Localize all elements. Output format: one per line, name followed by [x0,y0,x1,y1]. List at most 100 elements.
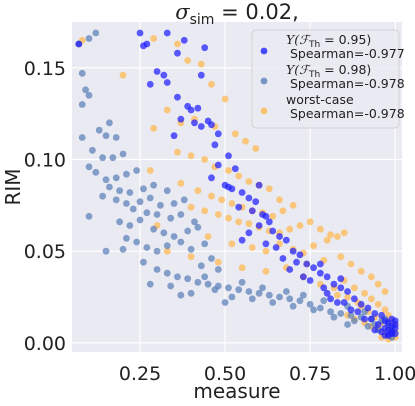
data-point [262,247,270,255]
data-point [129,205,137,213]
data-point [265,291,273,299]
data-point [214,266,222,273]
data-point [391,330,399,338]
legend-marker [260,47,268,55]
data-point [102,176,110,184]
data-point [265,185,273,193]
data-point [126,222,134,229]
data-point [146,80,154,88]
legend-marker [260,77,268,85]
data-point [163,187,171,195]
data-point [106,183,113,191]
data-point [163,247,171,255]
data-point [150,181,158,189]
data-point [92,168,100,176]
data-point [361,289,368,297]
data-point [248,295,256,303]
y-tick-label: 0.10 [24,150,66,172]
data-point [133,238,141,246]
data-point [228,240,236,248]
data-point [364,304,372,312]
data-point [276,293,283,301]
data-point [327,295,334,303]
data-point [208,255,215,262]
data-point [225,152,232,160]
data-point [136,29,144,37]
data-point [184,227,192,235]
legend-label-subscript: Th [308,70,320,80]
data-point [248,244,256,251]
data-point [361,315,368,323]
legend-label-suffix: = 0.95) [320,32,371,47]
data-point [269,299,277,306]
data-point [85,212,93,220]
data-point [350,284,358,292]
data-point [177,115,185,123]
data-point [191,218,198,226]
data-point [330,313,338,321]
data-point [150,225,158,233]
legend-label: Y(ℱTh = 0.95) [286,32,371,50]
data-point [177,238,185,246]
data-point [323,236,331,244]
data-point [381,306,389,314]
data-point [163,79,171,86]
data-point [299,291,307,299]
data-point [347,311,355,319]
data-point [146,194,154,202]
legend-stat: Spearman=-0.978 [290,106,405,121]
data-point [282,288,290,295]
data-point [371,310,379,317]
data-point [391,321,399,328]
data-point [160,71,168,79]
data-point [242,137,249,145]
data-point [187,152,195,160]
data-point [170,132,178,140]
y-axis-label: RIM [1,168,25,205]
data-point [337,284,345,292]
data-point [197,60,205,68]
data-point [163,242,171,250]
data-point [255,289,263,297]
data-point [174,148,181,156]
data-point [194,223,202,231]
data-point [208,192,215,200]
data-point [140,185,147,193]
data-point [78,69,86,77]
data-point [136,198,144,206]
data-point [344,288,351,295]
data-point [367,315,375,323]
data-point [201,44,209,52]
data-point [245,220,253,228]
data-point [225,214,232,222]
data-point [221,299,229,306]
data-point [357,300,365,308]
series-0-points [75,29,399,339]
data-point [286,225,294,233]
data-point [303,260,311,268]
data-point [106,119,113,127]
data-point [146,167,154,174]
data-point [374,321,382,328]
data-point [163,269,171,277]
data-point [119,71,127,79]
data-point [119,150,127,158]
data-point [333,291,341,299]
title-rest: = 0.02, [214,0,298,24]
data-point [177,211,185,218]
data-point [153,247,161,255]
y-tick-label: 0.05 [24,241,66,263]
data-point [289,201,297,209]
data-point [136,216,144,224]
data-point [340,229,348,237]
data-point [235,203,243,211]
data-point [235,172,243,180]
data-point [184,275,192,283]
data-point [350,317,358,325]
data-point [262,240,270,248]
y-tick-label: 0.15 [24,58,66,80]
data-point [262,212,270,220]
data-point [316,260,324,268]
data-point [306,300,314,308]
data-point [214,211,222,218]
